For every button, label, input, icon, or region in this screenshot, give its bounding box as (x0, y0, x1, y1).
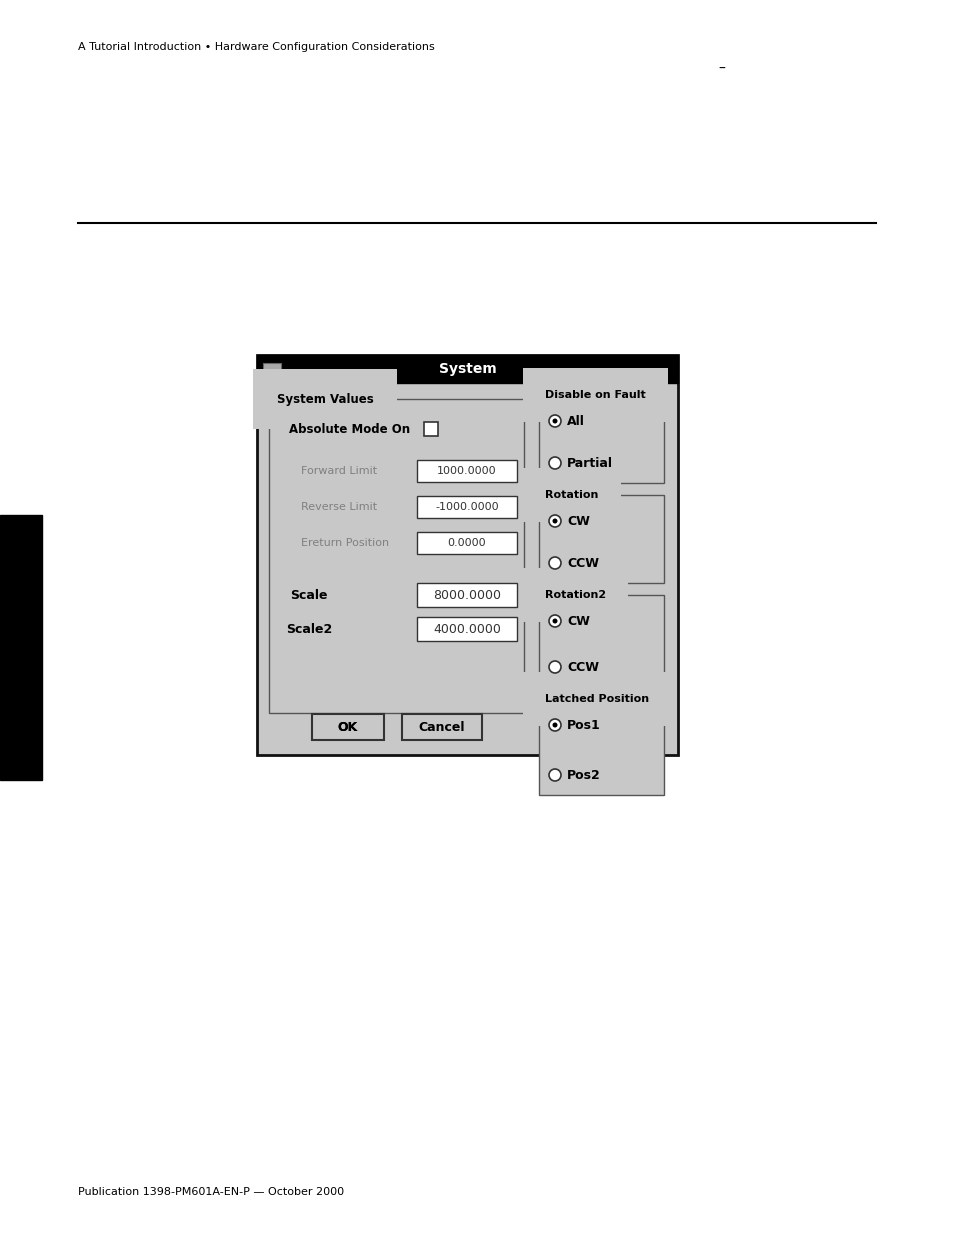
Circle shape (548, 615, 560, 627)
Bar (423, 422, 437, 436)
Circle shape (552, 722, 557, 727)
Text: –: – (270, 366, 274, 375)
Text: –: – (718, 62, 724, 77)
Text: 1000.0000: 1000.0000 (436, 466, 497, 475)
Bar (538, 395, 663, 483)
Text: All: All (566, 415, 584, 427)
Text: CW: CW (566, 615, 589, 627)
Text: ΟK: ΟK (337, 720, 357, 734)
Bar (538, 495, 663, 583)
Text: System: System (438, 362, 496, 375)
Text: A Tutorial Introduction • Hardware Configuration Considerations: A Tutorial Introduction • Hardware Confi… (78, 42, 435, 52)
Bar (416, 532, 517, 555)
Circle shape (548, 415, 560, 427)
Circle shape (548, 769, 560, 781)
Bar (269, 399, 523, 713)
Text: CW: CW (566, 515, 589, 527)
Text: 8000.0000: 8000.0000 (433, 589, 500, 601)
Bar (416, 496, 517, 517)
Bar (256, 354, 678, 383)
Text: Forward Limit: Forward Limit (300, 466, 376, 475)
Text: Absolute Mode On: Absolute Mode On (289, 422, 410, 436)
Bar (312, 714, 384, 740)
Text: Disable on Fault: Disable on Fault (544, 390, 645, 400)
Bar (538, 699, 663, 795)
Text: CCW: CCW (566, 557, 598, 569)
Text: System Values: System Values (276, 393, 374, 405)
Text: Scale: Scale (290, 589, 328, 601)
Text: Ereturn Position: Ereturn Position (300, 538, 389, 548)
Circle shape (548, 457, 560, 469)
Bar (538, 595, 663, 687)
Circle shape (552, 419, 557, 424)
Text: Reverse Limit: Reverse Limit (300, 501, 376, 513)
Circle shape (548, 661, 560, 673)
Text: Pos1: Pos1 (566, 719, 600, 731)
Bar (0, 515, 42, 781)
Circle shape (548, 719, 560, 731)
Circle shape (548, 557, 560, 569)
Text: -1000.0000: -1000.0000 (435, 501, 498, 513)
Circle shape (548, 515, 560, 527)
Text: Latched Position: Latched Position (544, 694, 648, 704)
Text: Pos2: Pos2 (566, 768, 600, 782)
Circle shape (552, 519, 557, 524)
Bar (416, 459, 517, 482)
Text: Rotation2: Rotation2 (544, 590, 605, 600)
Text: Partial: Partial (566, 457, 613, 469)
Text: Publication 1398-PM601A-EN-P — October 2000: Publication 1398-PM601A-EN-P — October 2… (78, 1187, 344, 1197)
Text: Scale2: Scale2 (286, 622, 332, 636)
Bar (263, 363, 281, 378)
Text: OK: OK (337, 720, 357, 734)
Bar (401, 714, 481, 740)
Text: Cancel: Cancel (418, 720, 465, 734)
Circle shape (552, 619, 557, 624)
Bar (256, 354, 678, 755)
Bar (416, 618, 517, 641)
Text: CCW: CCW (566, 661, 598, 673)
Text: Rotation: Rotation (544, 490, 598, 500)
Text: 4000.0000: 4000.0000 (433, 622, 500, 636)
Bar (416, 583, 517, 606)
Text: 0.0000: 0.0000 (447, 538, 486, 548)
